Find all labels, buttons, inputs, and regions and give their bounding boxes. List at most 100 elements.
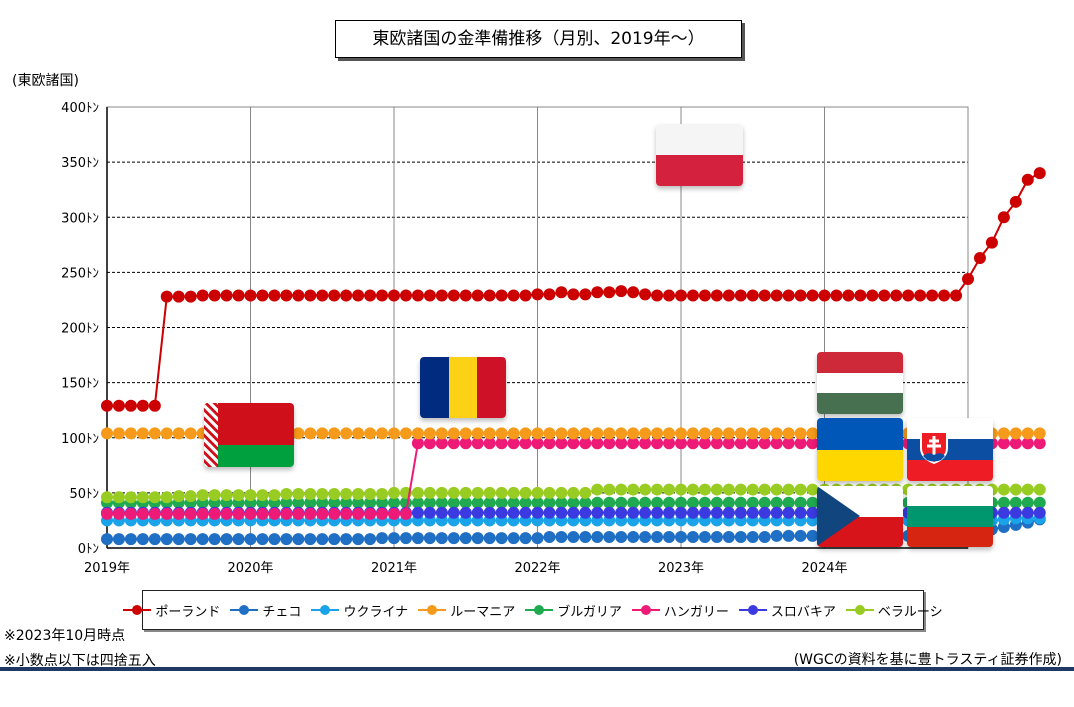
data-point-romania: [579, 427, 592, 440]
data-point-romania: [160, 427, 173, 440]
data-point-slovakia: [997, 506, 1010, 519]
data-point-slovakia: [423, 506, 436, 519]
data-point-poland: [579, 288, 592, 301]
data-point-belarus: [1009, 483, 1022, 496]
note-rounding: ※小数点以下は四捨五入: [4, 653, 156, 669]
data-point-poland: [938, 289, 951, 302]
data-point-slovakia: [459, 506, 472, 519]
data-point-bulgaria: [603, 496, 616, 509]
data-point-hungary: [304, 507, 317, 520]
data-point-poland: [244, 289, 257, 302]
data-point-bulgaria: [483, 496, 496, 509]
data-point-belarus: [519, 486, 532, 499]
data-point-hungary: [519, 437, 532, 450]
series-poland: [101, 167, 1046, 412]
data-point-romania: [770, 427, 783, 440]
data-point-bulgaria: [519, 496, 532, 509]
data-point-poland: [483, 289, 496, 302]
data-point-romania: [675, 427, 687, 440]
data-point-poland: [746, 289, 759, 302]
data-point-czech: [280, 533, 293, 546]
ukraine-flag: [817, 418, 903, 481]
data-point-hungary: [244, 507, 257, 520]
data-point-slovakia: [519, 506, 532, 519]
data-point-czech: [411, 532, 424, 545]
data-point-slovakia: [627, 506, 640, 519]
data-point-bulgaria: [806, 496, 819, 509]
data-point-bulgaria: [316, 496, 329, 509]
data-point-hungary: [483, 437, 496, 450]
y-tick-label: 300ﾄﾝ: [61, 211, 99, 226]
data-point-slovakia: [579, 506, 592, 519]
data-point-romania: [663, 427, 676, 440]
data-point-romania: [615, 427, 628, 440]
data-point-hungary: [399, 507, 412, 520]
data-point-belarus: [172, 490, 185, 503]
data-point-bulgaria: [507, 496, 520, 509]
data-point-romania: [698, 427, 711, 440]
data-point-belarus: [734, 483, 747, 496]
data-point-poland: [794, 289, 807, 302]
data-point-poland: [902, 289, 915, 302]
data-point-slovakia: [698, 506, 711, 519]
slovakia-flag: [907, 418, 993, 481]
data-point-bulgaria: [423, 496, 436, 509]
data-point-poland: [388, 289, 400, 302]
x-tick-label: 2020年: [227, 561, 273, 576]
belarus-flag: [204, 403, 294, 467]
data-point-hungary: [124, 507, 137, 520]
data-point-bulgaria: [579, 496, 592, 509]
romania-flag: [420, 357, 506, 418]
data-point-hungary: [663, 437, 676, 450]
data-point-poland: [973, 252, 986, 265]
data-point-czech: [376, 532, 389, 545]
data-point-slovakia: [722, 506, 735, 519]
data-point-slovakia: [758, 506, 771, 519]
data-point-slovakia: [675, 506, 687, 519]
data-point-hungary: [686, 437, 699, 450]
data-point-romania: [651, 427, 664, 440]
data-point-poland: [710, 289, 723, 302]
data-point-romania: [447, 427, 460, 440]
legend-swatch-slovakia: [738, 604, 767, 616]
legend-label-slovakia: スロバキア: [770, 604, 836, 620]
data-point-poland: [304, 289, 317, 302]
data-point-hungary: [184, 507, 197, 520]
data-point-romania: [112, 427, 125, 440]
data-point-romania: [543, 427, 556, 440]
data-point-bulgaria: [388, 496, 400, 509]
data-point-romania: [758, 427, 771, 440]
data-point-romania: [722, 427, 735, 440]
data-point-belarus: [388, 486, 400, 499]
data-point-czech: [770, 529, 783, 542]
data-point-romania: [184, 427, 197, 440]
data-point-poland: [399, 289, 412, 302]
data-point-belarus: [280, 487, 293, 500]
data-point-belarus: [328, 487, 341, 500]
data-point-romania: [423, 427, 436, 440]
data-point-romania: [519, 427, 532, 440]
data-point-poland: [519, 289, 532, 302]
data-point-bulgaria: [686, 496, 699, 509]
data-point-czech: [603, 530, 616, 543]
data-point-poland: [926, 289, 939, 302]
data-point-bulgaria: [555, 496, 568, 509]
data-point-czech: [340, 533, 353, 546]
data-point-romania: [388, 427, 400, 440]
x-tick-label: 2022年: [514, 561, 560, 576]
data-point-romania: [591, 427, 604, 440]
legend-label-romania: ルーマニア: [450, 604, 516, 620]
legend-swatch-romania: [418, 604, 447, 616]
data-point-bulgaria: [794, 496, 807, 509]
data-point-hungary: [591, 437, 604, 450]
data-point-czech: [423, 532, 436, 545]
data-point-czech: [112, 533, 125, 546]
data-point-czech: [675, 530, 687, 543]
data-point-bulgaria: [340, 496, 353, 509]
data-point-hungary: [722, 437, 735, 450]
data-point-poland: [495, 289, 508, 302]
data-point-hungary: [698, 437, 711, 450]
data-point-slovakia: [639, 506, 652, 519]
data-point-poland: [555, 286, 568, 299]
data-point-hungary: [172, 507, 185, 520]
